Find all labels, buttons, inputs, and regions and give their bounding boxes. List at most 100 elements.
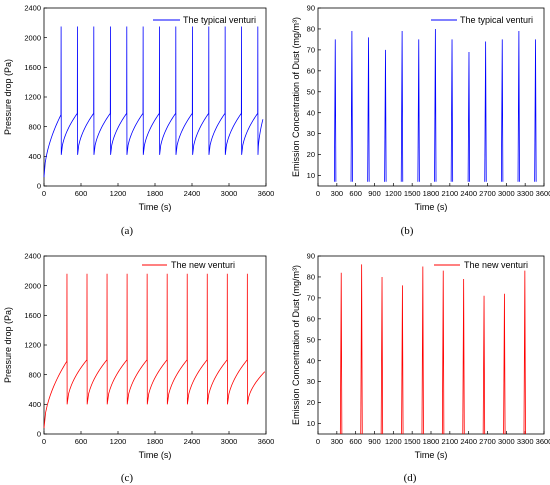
y-tick-label: 400	[28, 400, 41, 409]
x-tick-label: 3000	[498, 437, 515, 446]
chart-panel-b: 0 300 600 900 1200 1500 1800 2100 2400 2700 3000 33…	[291, 4, 550, 237]
y-tick-label: 2000	[24, 33, 41, 42]
x-tick-label: 2400	[184, 437, 201, 446]
y-tick-label: 80	[307, 273, 315, 282]
series-line	[43, 273, 266, 429]
y-tick-label: 0	[37, 430, 41, 439]
y-tick-label: 0	[37, 182, 41, 191]
x-axis-label: Time (s)	[139, 450, 172, 460]
series-spike	[462, 279, 465, 435]
panel-label: (b)	[401, 225, 414, 237]
x-tick-label: 3300	[517, 189, 534, 198]
x-tick-label: 0	[316, 437, 320, 446]
x-axis-label: Time (s)	[415, 202, 448, 212]
y-tick-label: 60	[307, 66, 315, 75]
x-tick-label: 3000	[221, 437, 238, 446]
x-axis-label: Time (s)	[415, 450, 448, 460]
y-tick-label: 80	[307, 25, 315, 34]
series-spike	[380, 276, 384, 435]
y-tick-label: 40	[307, 356, 315, 365]
series-spike	[484, 41, 487, 182]
x-tick-label: 2400	[460, 437, 477, 446]
series-spike	[434, 28, 437, 182]
x-axis-label: Time (s)	[139, 202, 172, 212]
x-tick-label: 3600	[258, 189, 275, 198]
y-axis-label: Pressure drop (Pa)	[3, 59, 13, 135]
panel-label: (a)	[121, 225, 134, 237]
series-spike	[482, 295, 486, 435]
x-tick-label: 2700	[479, 437, 496, 446]
x-tick-label: 900	[368, 437, 381, 446]
chart-panel-d: 0 300 600 900 1200 1500 1800 2100 2400 2700 3000 33…	[291, 252, 550, 484]
y-tick-label: 20	[307, 150, 315, 159]
series-line	[43, 26, 264, 178]
x-tick-label: 300	[331, 189, 344, 198]
y-tick-label: 1200	[24, 93, 41, 102]
y-tick-label: 1600	[24, 311, 41, 320]
legend-label: The new venturi	[171, 260, 235, 270]
x-tick-label: 600	[75, 189, 88, 198]
series-spike	[360, 264, 363, 435]
series-spike	[523, 270, 526, 435]
x-tick-label: 1200	[110, 437, 127, 446]
series-spike	[467, 51, 471, 182]
x-tick-label: 1500	[404, 189, 421, 198]
y-tick-label: 40	[307, 108, 315, 117]
y-tick-label: 800	[28, 370, 41, 379]
x-tick-label: 2400	[460, 189, 477, 198]
x-tick-label: 1800	[147, 437, 164, 446]
series-spike	[339, 272, 343, 435]
legend-label: The new venturi	[464, 260, 528, 270]
x-tick-label: 1800	[423, 189, 440, 198]
x-tick-label: 3600	[536, 437, 550, 446]
y-tick-label: 2400	[24, 4, 41, 13]
x-tick-label: 3000	[498, 189, 515, 198]
x-tick-label: 2100	[441, 189, 458, 198]
series-spike	[401, 285, 404, 435]
y-tick-label: 1600	[24, 63, 41, 72]
x-tick-label: 1200	[110, 189, 127, 198]
series-spike	[500, 39, 504, 182]
chart-panel-c: 0 600 1200 1800 2400 3000 3600 0 400 800 1200 1600 2…	[3, 252, 274, 484]
x-tick-label: 900	[368, 189, 381, 198]
y-tick-label: 10	[307, 171, 315, 180]
series-spike	[534, 39, 537, 182]
chart-panel-a: 0 600 1200 1800 2400 3000 3600 0 400 800 1200 1600 2…	[3, 4, 274, 237]
series-spike	[367, 37, 370, 182]
x-tick-label: 0	[316, 189, 320, 198]
x-tick-label: 2700	[479, 189, 496, 198]
x-tick-label: 300	[331, 437, 344, 446]
y-axis-label: Pressure drop (Pa)	[3, 307, 13, 383]
y-tick-label: 20	[307, 398, 315, 407]
series-spike	[450, 39, 454, 182]
x-tick-label: 0	[42, 437, 46, 446]
x-tick-label: 0	[42, 189, 46, 198]
panel-label: (c)	[121, 472, 134, 484]
y-tick-label: 400	[28, 152, 41, 161]
x-tick-label: 1800	[147, 189, 164, 198]
plot-frame	[317, 255, 545, 435]
series-spike	[400, 31, 404, 182]
y-tick-label: 2000	[24, 281, 41, 290]
y-tick-label: 90	[307, 4, 315, 13]
y-tick-label: 60	[307, 314, 315, 323]
x-tick-label: 1500	[404, 437, 421, 446]
series-spike	[441, 270, 445, 435]
x-tick-label: 1200	[385, 189, 402, 198]
x-tick-label: 3600	[258, 437, 275, 446]
series-spike	[517, 31, 520, 182]
x-tick-label: 600	[349, 437, 362, 446]
y-tick-label: 70	[307, 45, 315, 54]
x-tick-label: 2100	[441, 437, 458, 446]
y-tick-label: 30	[307, 129, 315, 138]
y-tick-label: 50	[307, 335, 315, 344]
plot-frame	[43, 255, 267, 435]
y-tick-label: 30	[307, 377, 315, 386]
x-tick-label: 600	[349, 189, 362, 198]
series-spike	[333, 39, 337, 182]
y-tick-label: 1200	[24, 341, 41, 350]
x-tick-label: 3600	[536, 189, 550, 198]
series-spike	[384, 49, 387, 182]
y-tick-label: 50	[307, 87, 315, 96]
